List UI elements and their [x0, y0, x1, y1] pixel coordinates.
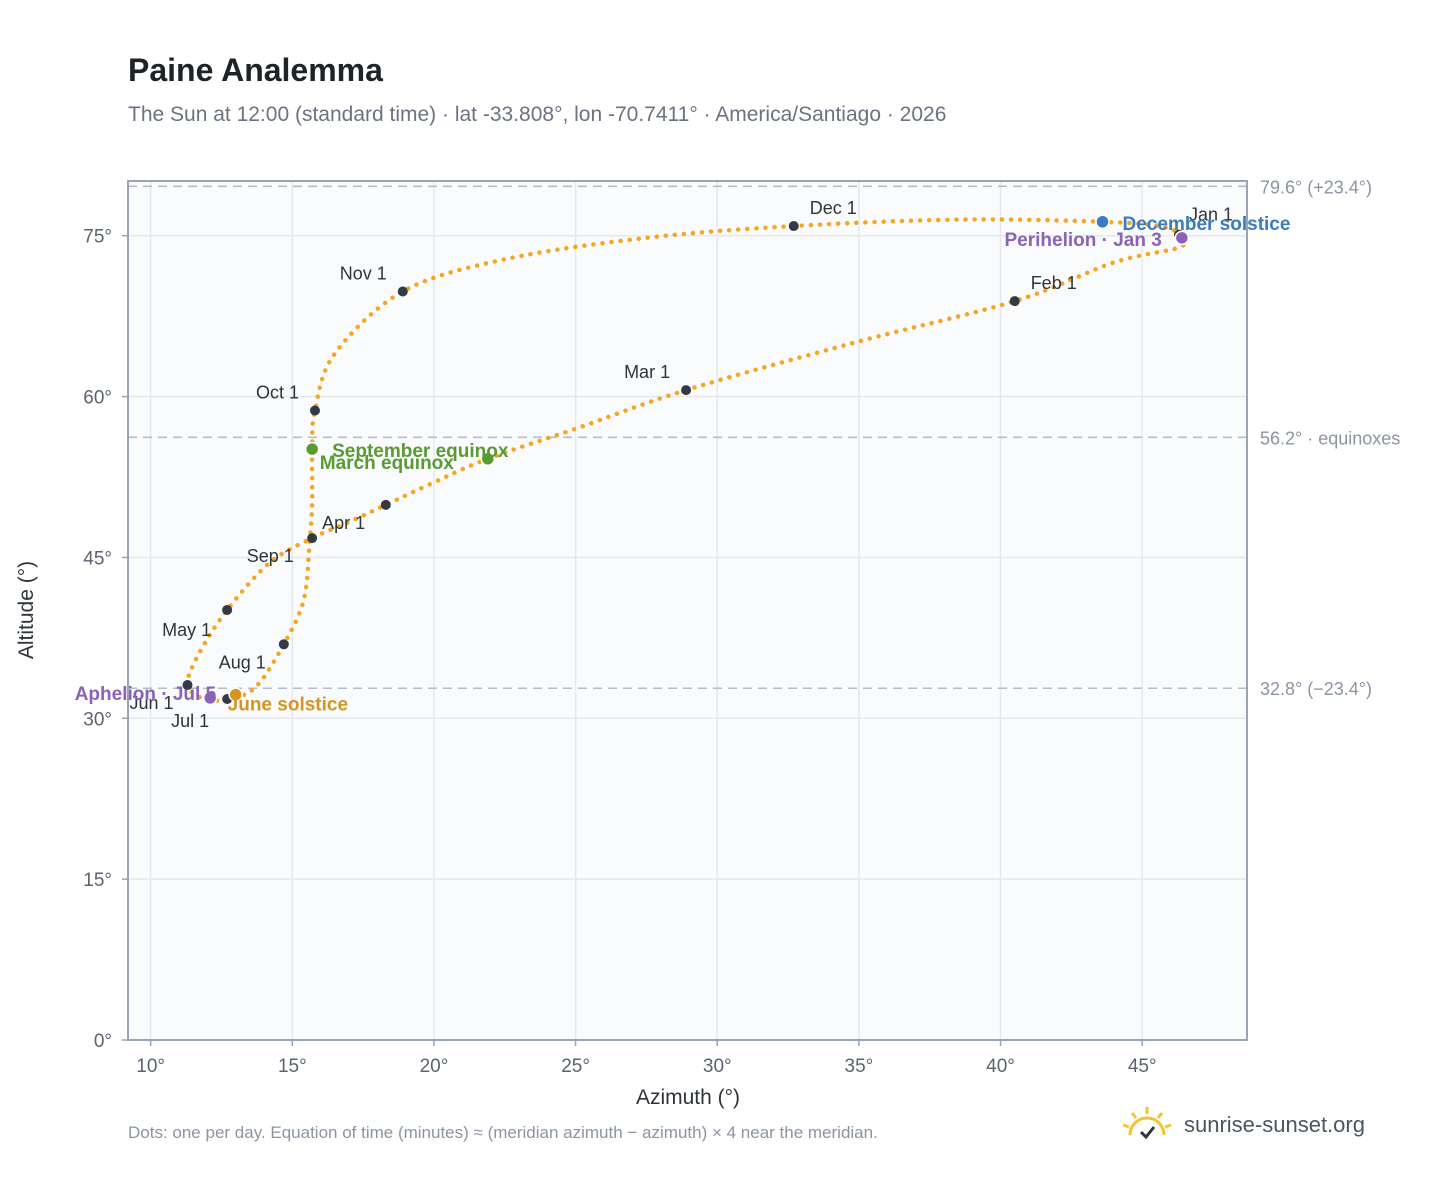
y-tick-label: 0° — [94, 1031, 112, 1052]
month-marker — [681, 385, 692, 396]
x-tick-label: 20° — [420, 1056, 449, 1077]
y-tick-label: 45° — [83, 548, 112, 569]
reference-line-label: 32.8° (−23.4°) — [1260, 679, 1372, 699]
brand-logo[interactable]: sunrise-sunset.org — [1120, 1100, 1365, 1150]
event-label: December solstice — [1123, 214, 1291, 235]
y-tick-label: 15° — [83, 870, 112, 891]
y-tick-label: 75° — [83, 227, 112, 248]
event-label: March equinox — [320, 453, 455, 474]
y-tick-label: 60° — [83, 388, 112, 409]
footnote: Dots: one per day. Equation of time (min… — [128, 1123, 878, 1142]
event-marker — [202, 690, 218, 706]
sun-logo-icon — [1122, 1107, 1172, 1140]
x-tick-label: 25° — [561, 1056, 590, 1077]
month-label: Jun 1 — [129, 693, 173, 713]
month-label: May 1 — [162, 620, 211, 640]
x-tick-label: 30° — [703, 1056, 732, 1077]
month-marker — [1009, 296, 1020, 307]
month-marker — [182, 680, 193, 691]
event-label: Perihelion · Jan 3 — [1005, 230, 1162, 251]
month-marker — [397, 286, 408, 297]
event-marker — [304, 441, 320, 457]
analemma-path — [185, 217, 1187, 703]
event-marker — [228, 687, 243, 702]
reference-line-label: 79.6° (+23.4°) — [1260, 177, 1372, 197]
plot-background — [128, 181, 1247, 1040]
x-tick-label: 10° — [136, 1056, 165, 1077]
month-label: Feb 1 — [1031, 273, 1077, 293]
x-tick-label: 45° — [1128, 1056, 1157, 1077]
x-axis-ticks: 10° 15° 20° 25° 30° 35° 40° 45° — [136, 1040, 1157, 1077]
month-label: Apr 1 — [322, 513, 365, 533]
event-label: June solstice — [228, 695, 348, 716]
y-tick-label: 30° — [83, 709, 112, 730]
month-marker — [222, 604, 233, 615]
x-tick-label: 35° — [845, 1056, 874, 1077]
month-label: Nov 1 — [340, 263, 387, 283]
month-marker — [788, 221, 799, 232]
brand-name: sunrise-sunset.org — [1184, 1112, 1365, 1137]
month-marker — [380, 499, 391, 510]
x-axis-label: Azimuth (°) — [636, 1086, 740, 1109]
reference-line-label: 56.2° · equinoxes — [1260, 428, 1400, 448]
reference-lines: 79.6° (+23.4°) 56.2° · equinoxes 32.8° (−2… — [128, 177, 1400, 699]
month-label: Jul 1 — [171, 711, 209, 731]
month-label: Aug 1 — [219, 652, 266, 672]
x-tick-label: 40° — [986, 1056, 1015, 1077]
month-marker — [307, 533, 318, 544]
chart-title: Paine Analemma — [128, 52, 383, 88]
event-marker — [1174, 230, 1190, 246]
daily-position-dots — [185, 217, 1187, 703]
event-marker — [1095, 214, 1110, 230]
y-axis-label: Altitude (°) — [15, 561, 38, 659]
y-axis-ticks: 0° 15° 30° 45° 60° 75° — [83, 227, 128, 1052]
x-tick-label: 15° — [278, 1056, 307, 1077]
plot-frame — [127, 180, 1248, 1041]
event-label: Aphelion · Jul 5 — [75, 684, 217, 705]
event-label: September equinox — [332, 441, 509, 462]
month-label: Jan 1 — [1189, 205, 1233, 225]
month-marker — [309, 405, 320, 416]
month-marker — [278, 639, 289, 650]
chart-subtitle: The Sun at 12:00 (standard time) · lat -… — [128, 103, 947, 126]
month-label: Mar 1 — [624, 362, 670, 382]
month-label: Sep 1 — [247, 546, 294, 566]
month-label: Oct 1 — [256, 382, 299, 402]
month-label: Dec 1 — [810, 198, 857, 218]
event-marker — [480, 451, 496, 467]
